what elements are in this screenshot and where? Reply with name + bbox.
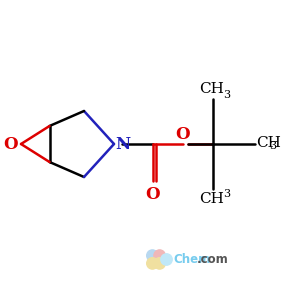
Text: O: O xyxy=(146,186,160,203)
Circle shape xyxy=(154,250,165,261)
Text: O: O xyxy=(176,125,190,142)
Text: 3: 3 xyxy=(223,90,230,100)
Circle shape xyxy=(154,258,165,269)
Circle shape xyxy=(161,254,172,265)
Text: N: N xyxy=(116,136,130,152)
Text: CH: CH xyxy=(256,136,281,149)
Text: CH: CH xyxy=(199,82,224,96)
Text: .com: .com xyxy=(196,253,228,266)
Text: CH: CH xyxy=(199,192,224,206)
Text: 3: 3 xyxy=(269,141,276,152)
Circle shape xyxy=(147,258,158,269)
Text: Chem: Chem xyxy=(173,253,211,266)
Circle shape xyxy=(147,250,158,261)
Text: O: O xyxy=(3,136,18,152)
Text: 3: 3 xyxy=(223,189,230,199)
